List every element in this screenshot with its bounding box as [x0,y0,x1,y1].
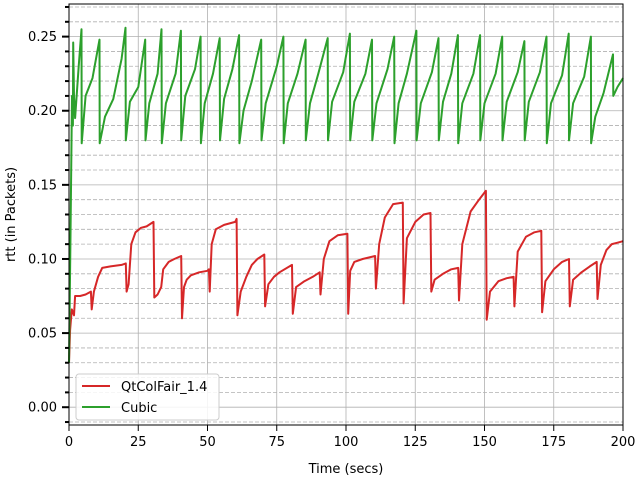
x-tick-label: 50 [199,435,216,450]
x-tick-label: 150 [472,435,497,450]
x-tick-label: 200 [611,435,636,450]
y-axis-ticks: 0.00 0.05 0.10 0.15 0.20 0.25 [28,5,69,424]
y-tick-label: 0.20 [28,104,57,119]
legend-label-cubic: Cubic [121,401,157,416]
legend-box [75,373,220,421]
plot-series [68,26,624,363]
series-line-qtcolfair [68,189,624,363]
x-axis-label: Time (secs) [308,462,384,477]
y-tick-label: 0.00 [28,401,57,416]
x-tick-label: 0 [65,435,73,450]
legend-label-qtcolfair: QtColFair_1.4 [121,380,207,395]
y-tick-label: 0.25 [28,30,57,45]
x-axis-ticks: 0 25 50 75 100 125 150 175 200 [65,425,636,450]
y-tick-label: 0.05 [28,327,57,342]
x-tick-label: 175 [541,435,566,450]
y-tick-label: 0.15 [28,178,57,193]
x-tick-label: 125 [403,435,428,450]
series-line-cubic [68,26,624,363]
y-tick-label: 0.10 [28,252,57,267]
x-tick-label: 100 [334,435,359,450]
y-axis-label: rtt (in Packets) [4,167,19,262]
x-tick-label: 25 [130,435,147,450]
x-tick-label: 75 [268,435,285,450]
legend: QtColFair_1.4 Cubic [75,373,220,421]
